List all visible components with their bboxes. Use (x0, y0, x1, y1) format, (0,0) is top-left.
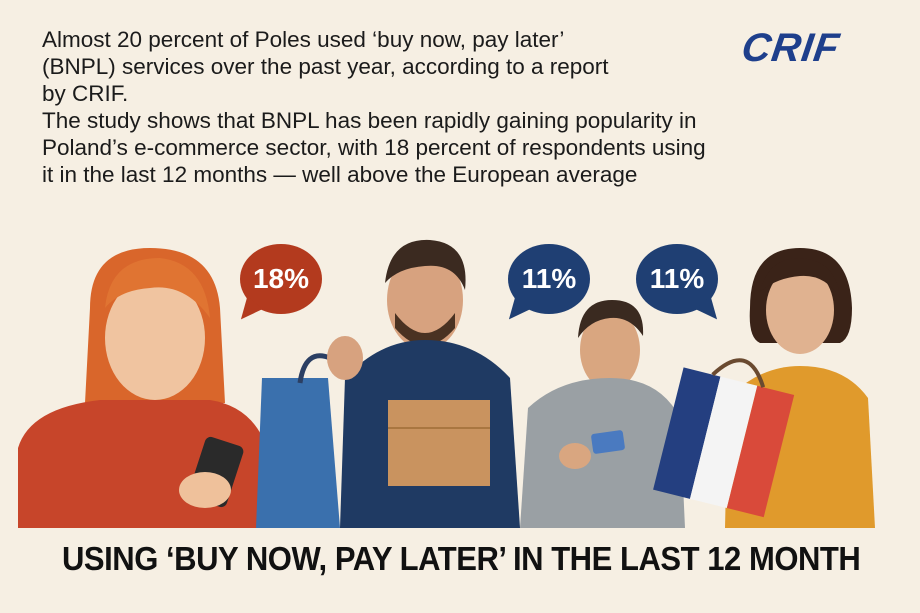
crif-logo-text: CRIF (738, 26, 843, 70)
woman-with-shopping-bag (653, 248, 875, 528)
people-illustration (18, 239, 875, 528)
man-with-bag-and-box (256, 239, 520, 528)
headline-line-2: (BNPL) services over the past year, acco… (42, 54, 609, 79)
stat-bubble-11-a: 11% (501, 244, 590, 326)
stat-bubble-value: 18% (252, 263, 310, 294)
headline-line-4: The study shows that BNPL has been rapid… (42, 108, 697, 133)
illustration-scene: 18% 11% 11% (0, 228, 920, 530)
headline-line-3: by CRIF. (42, 81, 129, 106)
headline-line-1: Almost 20 percent of Poles used ‘buy now… (42, 27, 565, 52)
stat-bubble-value: 11% (521, 263, 577, 294)
headline-line-5: Poland’s e-commerce sector, with 18 perc… (42, 135, 706, 160)
stat-bubble-18: 18% (233, 244, 322, 326)
stat-bubble-11-b: 11% (636, 244, 725, 326)
footer-caption: USING ‘BUY NOW, PAY LATER’ IN THE LAST 1… (62, 540, 861, 577)
crif-logo: CRIF (738, 26, 890, 70)
headline-text: Almost 20 percent of Poles used ‘buy now… (42, 26, 742, 188)
woman-with-smartphone (18, 248, 272, 528)
stat-bubble-value: 11% (649, 263, 705, 294)
headline-line-6: it in the last 12 months — well above th… (42, 162, 638, 187)
man-with-card (520, 300, 685, 528)
